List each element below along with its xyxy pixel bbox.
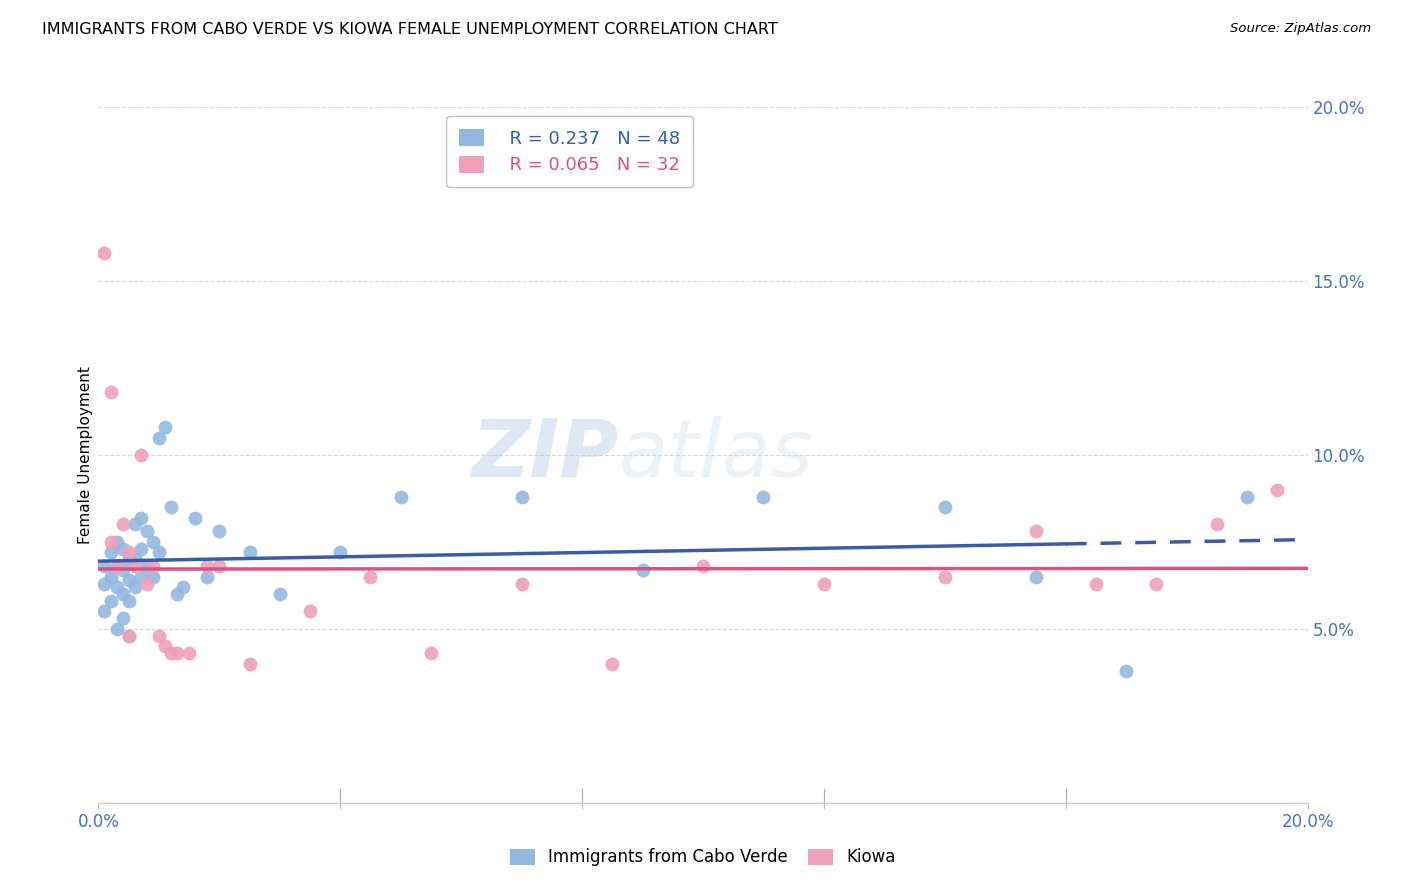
Point bbox=[105, 559, 128, 574]
Point bbox=[389, 490, 412, 504]
Point bbox=[153, 639, 176, 653]
Point bbox=[93, 246, 115, 260]
Point bbox=[124, 559, 146, 574]
Point bbox=[195, 570, 218, 584]
Point bbox=[148, 431, 170, 445]
Point bbox=[148, 545, 170, 559]
Point bbox=[135, 524, 157, 539]
Point bbox=[118, 629, 141, 643]
Point bbox=[118, 594, 141, 608]
Point bbox=[153, 420, 176, 434]
Point bbox=[329, 545, 352, 559]
Point bbox=[93, 605, 115, 619]
Point bbox=[1236, 490, 1258, 504]
Point bbox=[239, 657, 262, 671]
Point bbox=[160, 646, 183, 660]
Point bbox=[420, 646, 443, 660]
Point bbox=[100, 570, 122, 584]
Point bbox=[195, 559, 218, 574]
Text: Source: ZipAtlas.com: Source: ZipAtlas.com bbox=[1230, 22, 1371, 36]
Point bbox=[1206, 517, 1229, 532]
Point bbox=[100, 594, 122, 608]
Point bbox=[510, 490, 533, 504]
Point bbox=[111, 611, 134, 625]
Legend:   R = 0.237   N = 48,   R = 0.065   N = 32: R = 0.237 N = 48, R = 0.065 N = 32 bbox=[446, 116, 693, 187]
Point bbox=[100, 545, 122, 559]
Point bbox=[105, 580, 128, 594]
Point bbox=[752, 490, 775, 504]
Point bbox=[100, 385, 122, 400]
Point bbox=[148, 629, 170, 643]
Point bbox=[105, 534, 128, 549]
Point bbox=[208, 524, 231, 539]
Point bbox=[184, 510, 207, 524]
Point bbox=[239, 545, 262, 559]
Point bbox=[142, 559, 165, 574]
Point bbox=[124, 580, 146, 594]
Point bbox=[1024, 524, 1046, 539]
Point bbox=[692, 559, 714, 574]
Point bbox=[160, 500, 183, 514]
Point bbox=[129, 510, 152, 524]
Point bbox=[135, 576, 157, 591]
Text: IMMIGRANTS FROM CABO VERDE VS KIOWA FEMALE UNEMPLOYMENT CORRELATION CHART: IMMIGRANTS FROM CABO VERDE VS KIOWA FEMA… bbox=[42, 22, 778, 37]
Point bbox=[813, 576, 835, 591]
Point bbox=[510, 576, 533, 591]
Point bbox=[1024, 570, 1046, 584]
Point bbox=[105, 622, 128, 636]
Point bbox=[299, 605, 322, 619]
Point bbox=[111, 587, 134, 601]
Point bbox=[118, 545, 141, 559]
Y-axis label: Female Unemployment: Female Unemployment bbox=[77, 366, 93, 544]
Text: ZIP: ZIP bbox=[471, 416, 619, 494]
Point bbox=[93, 559, 115, 574]
Legend: Immigrants from Cabo Verde, Kiowa: Immigrants from Cabo Verde, Kiowa bbox=[502, 840, 904, 875]
Point bbox=[269, 587, 291, 601]
Point bbox=[179, 646, 201, 660]
Point bbox=[208, 559, 231, 574]
Point bbox=[142, 570, 165, 584]
Point bbox=[93, 576, 115, 591]
Point bbox=[124, 517, 146, 532]
Point bbox=[602, 657, 624, 671]
Point bbox=[1267, 483, 1289, 497]
Point bbox=[166, 646, 188, 660]
Point bbox=[105, 559, 128, 574]
Point bbox=[111, 517, 134, 532]
Point bbox=[934, 570, 956, 584]
Point bbox=[142, 534, 165, 549]
Point bbox=[360, 570, 382, 584]
Point bbox=[129, 570, 152, 584]
Point bbox=[631, 563, 654, 577]
Point bbox=[135, 559, 157, 574]
Text: atlas: atlas bbox=[619, 416, 813, 494]
Point bbox=[118, 552, 141, 566]
Point bbox=[118, 629, 141, 643]
Point bbox=[111, 563, 134, 577]
Point bbox=[166, 587, 188, 601]
Point bbox=[1115, 664, 1137, 678]
Point bbox=[172, 580, 194, 594]
Point bbox=[129, 448, 152, 462]
Point bbox=[100, 534, 122, 549]
Point bbox=[934, 500, 956, 514]
Point bbox=[1144, 576, 1167, 591]
Point bbox=[118, 573, 141, 587]
Point bbox=[1085, 576, 1108, 591]
Point bbox=[129, 541, 152, 556]
Point bbox=[124, 552, 146, 566]
Point bbox=[111, 541, 134, 556]
